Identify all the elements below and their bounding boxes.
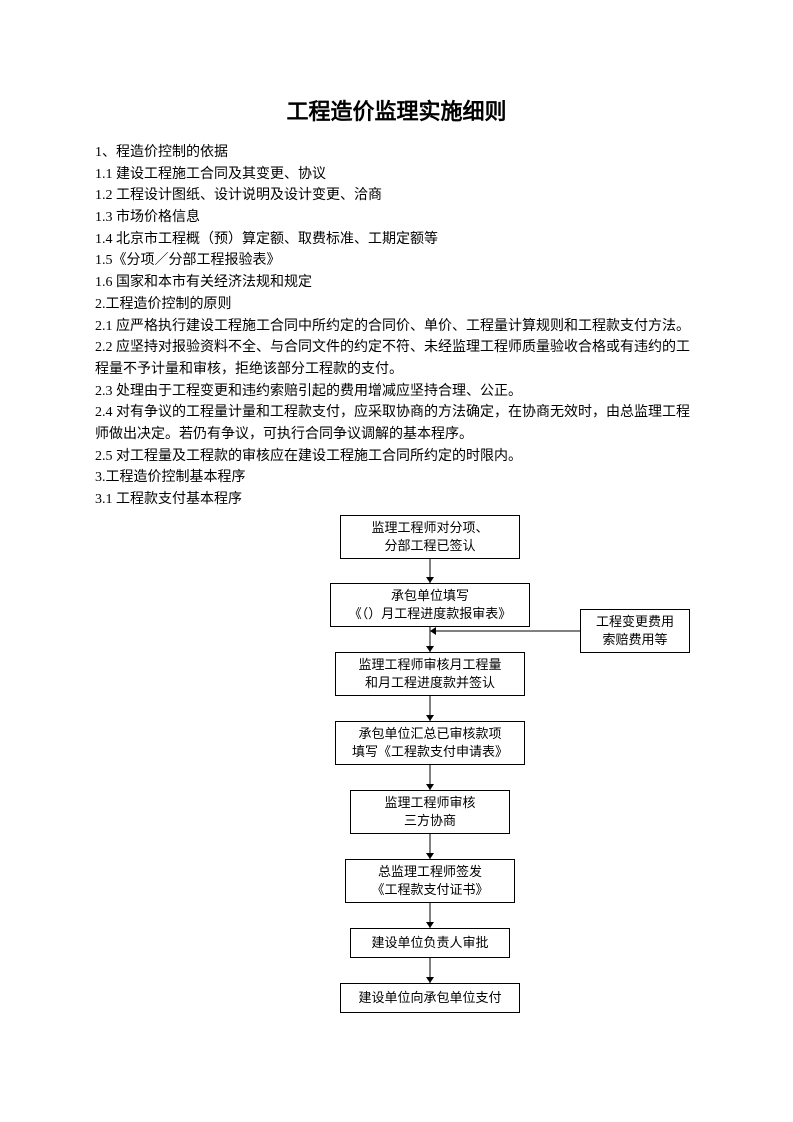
paragraph: 1.4 北京市工程概（预）算定额、取费标准、工期定额等 <box>95 229 698 251</box>
flow-node-line: 工程变更费用 <box>596 613 674 631</box>
paragraph: 2.1 应严格执行建设工程施工合同中所约定的合同价、单价、工程量计算规则和工程款… <box>95 316 698 338</box>
paragraph: 1、程造价控制的依据 <box>95 142 698 164</box>
flow-node-line: 分部工程已签认 <box>384 537 475 555</box>
flow-node: 监理工程师审核月工程量和月工程进度款并签认 <box>335 652 525 696</box>
flow-node-line: 三方协商 <box>404 812 456 830</box>
flowchart: 监理工程师对分项、分部工程已签认承包单位填写《（）月工程进度款报审表》监理工程师… <box>95 515 698 1035</box>
paragraph: 2.5 对工程量及工程款的审核应在建设工程施工合同所约定的时限内。 <box>95 446 698 468</box>
flow-node: 承包单位填写《（）月工程进度款报审表》 <box>330 583 530 627</box>
flow-node-line: 承包单位汇总已审核款项 <box>358 725 501 743</box>
flow-node: 建设单位向承包单位支付 <box>340 983 520 1013</box>
flow-node: 工程变更费用索赔费用等 <box>580 609 690 653</box>
flow-node-line: 建设单位向承包单位支付 <box>358 989 501 1007</box>
flow-node: 建设单位负责人审批 <box>350 928 510 958</box>
flow-node-line: 监理工程师审核月工程量 <box>358 656 501 674</box>
paragraph: 3.工程造价控制基本程序 <box>95 467 698 489</box>
flow-node-line: 索赔费用等 <box>602 631 667 649</box>
paragraph: 1.3 市场价格信息 <box>95 207 698 229</box>
flow-node: 承包单位汇总已审核款项填写《工程款支付申请表》 <box>335 721 525 765</box>
flow-node-line: 《工程款支付证书》 <box>371 881 488 899</box>
flow-node-line: 和月工程进度款并签认 <box>365 674 495 692</box>
paragraph: 2.3 处理由于工程变更和违约索赔引起的费用增减应坚持合理、公正。 <box>95 381 698 403</box>
flow-node-line: 承包单位填写 <box>391 587 469 605</box>
flow-node: 总监理工程师签发《工程款支付证书》 <box>345 859 515 903</box>
flow-node-line: 监理工程师对分项、 <box>371 519 488 537</box>
flow-node-line: 建设单位负责人审批 <box>371 934 488 952</box>
flow-node-line: 监理工程师审核 <box>384 794 475 812</box>
page-title: 工程造价监理实施细则 <box>95 95 698 128</box>
paragraph: 1.5《分项／分部工程报验表》 <box>95 250 698 272</box>
paragraph: 3.1 工程款支付基本程序 <box>95 489 698 511</box>
flow-node: 监理工程师对分项、分部工程已签认 <box>340 515 520 559</box>
flow-node-line: 总监理工程师签发 <box>378 863 482 881</box>
flow-node-line: 《（）月工程进度款报审表》 <box>349 605 512 623</box>
paragraph: 1.6 国家和本市有关经济法规和规定 <box>95 272 698 294</box>
flow-node: 监理工程师审核三方协商 <box>350 790 510 834</box>
paragraph: 2.4 对有争议的工程量计量和工程款支付，应采取协商的方法确定，在协商无效时，由… <box>95 402 698 445</box>
paragraph: 2.2 应坚持对报验资料不全、与合同文件的约定不符、未经监理工程师质量验收合格或… <box>95 337 698 380</box>
paragraph: 1.1 建设工程施工合同及其变更、协议 <box>95 164 698 186</box>
paragraphs-container: 1、程造价控制的依据1.1 建设工程施工合同及其变更、协议1.2 工程设计图纸、… <box>95 142 698 511</box>
paragraph: 2.工程造价控制的原则 <box>95 294 698 316</box>
paragraph: 1.2 工程设计图纸、设计说明及设计变更、洽商 <box>95 185 698 207</box>
flow-node-line: 填写《工程款支付申请表》 <box>352 743 508 761</box>
